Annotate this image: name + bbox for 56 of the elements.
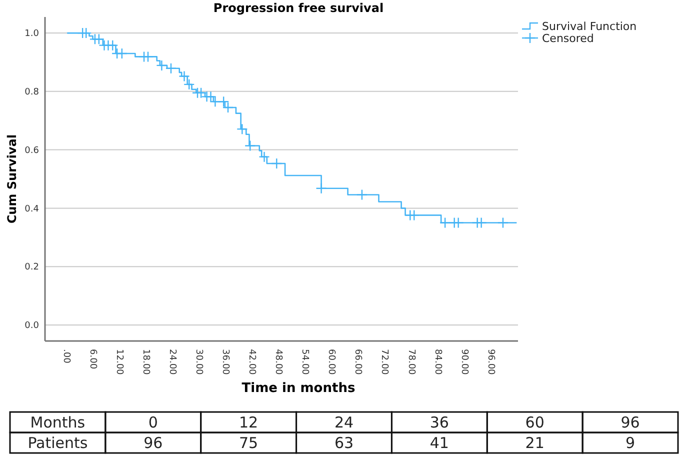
y-tick-label: 0.6 — [24, 146, 40, 156]
text: 60 — [525, 414, 544, 432]
text: 12 — [239, 414, 258, 432]
point — [497, 217, 509, 228]
x-tick-label: 84.00 — [432, 349, 442, 376]
text: Patients — [28, 434, 88, 452]
point — [408, 210, 420, 221]
point — [80, 27, 92, 39]
point — [165, 62, 177, 74]
x-tick-label: 36.00 — [220, 349, 230, 376]
y-axis-title: Cum Survival — [5, 134, 19, 224]
x-tick-label: 48.00 — [273, 349, 284, 376]
text: 96 — [144, 434, 163, 452]
x-tick-label: 6.00 — [87, 349, 98, 370]
text: 96 — [620, 414, 640, 432]
y-tick-label: 0.8 — [24, 88, 40, 98]
point — [258, 151, 270, 162]
x-tick-label: 42.00 — [246, 349, 257, 376]
x-tick-label: 96.00 — [485, 349, 496, 376]
x-tick-label: 90.00 — [458, 349, 469, 376]
point — [244, 140, 256, 152]
text: 24 — [334, 414, 354, 432]
x-tick-label: 72.00 — [379, 349, 390, 376]
x-tick-label: 78.00 — [406, 349, 416, 376]
x-tick-label: 30.00 — [194, 349, 204, 376]
text: 21 — [525, 434, 544, 452]
x-tick-label: 66.00 — [352, 349, 363, 376]
x-axis-title: Time in months — [242, 381, 356, 396]
text: 63 — [334, 434, 354, 452]
x-tick-label: .00 — [60, 349, 71, 364]
text: Months — [30, 414, 86, 432]
point — [439, 217, 451, 228]
text: 41 — [430, 434, 449, 452]
x-tick-label: 18.00 — [140, 349, 151, 376]
y-tick-label: 0.0 — [24, 321, 40, 332]
text: 75 — [239, 434, 258, 452]
point — [116, 48, 128, 60]
x-tick-label: 24.00 — [167, 349, 178, 376]
x-tick-label: 54.00 — [300, 349, 310, 376]
y-tick-label: 1.0 — [24, 29, 40, 40]
point — [156, 60, 168, 72]
point — [142, 51, 154, 62]
y-tick-label: 0.2 — [24, 262, 39, 273]
x-tick-label: 60.00 — [326, 349, 336, 376]
legend-label: Censored — [542, 32, 594, 45]
point — [316, 182, 327, 194]
point — [271, 158, 282, 170]
chart-title: Progression free survival — [213, 1, 384, 15]
x-tick-label: 12.00 — [114, 349, 124, 376]
text: 36 — [430, 414, 449, 432]
text: 0 — [148, 414, 158, 432]
legend-label: Survival Function — [542, 20, 637, 33]
text: 9 — [626, 434, 636, 452]
y-tick-label: 0.4 — [24, 204, 40, 214]
point — [356, 189, 368, 200]
point — [236, 123, 248, 135]
